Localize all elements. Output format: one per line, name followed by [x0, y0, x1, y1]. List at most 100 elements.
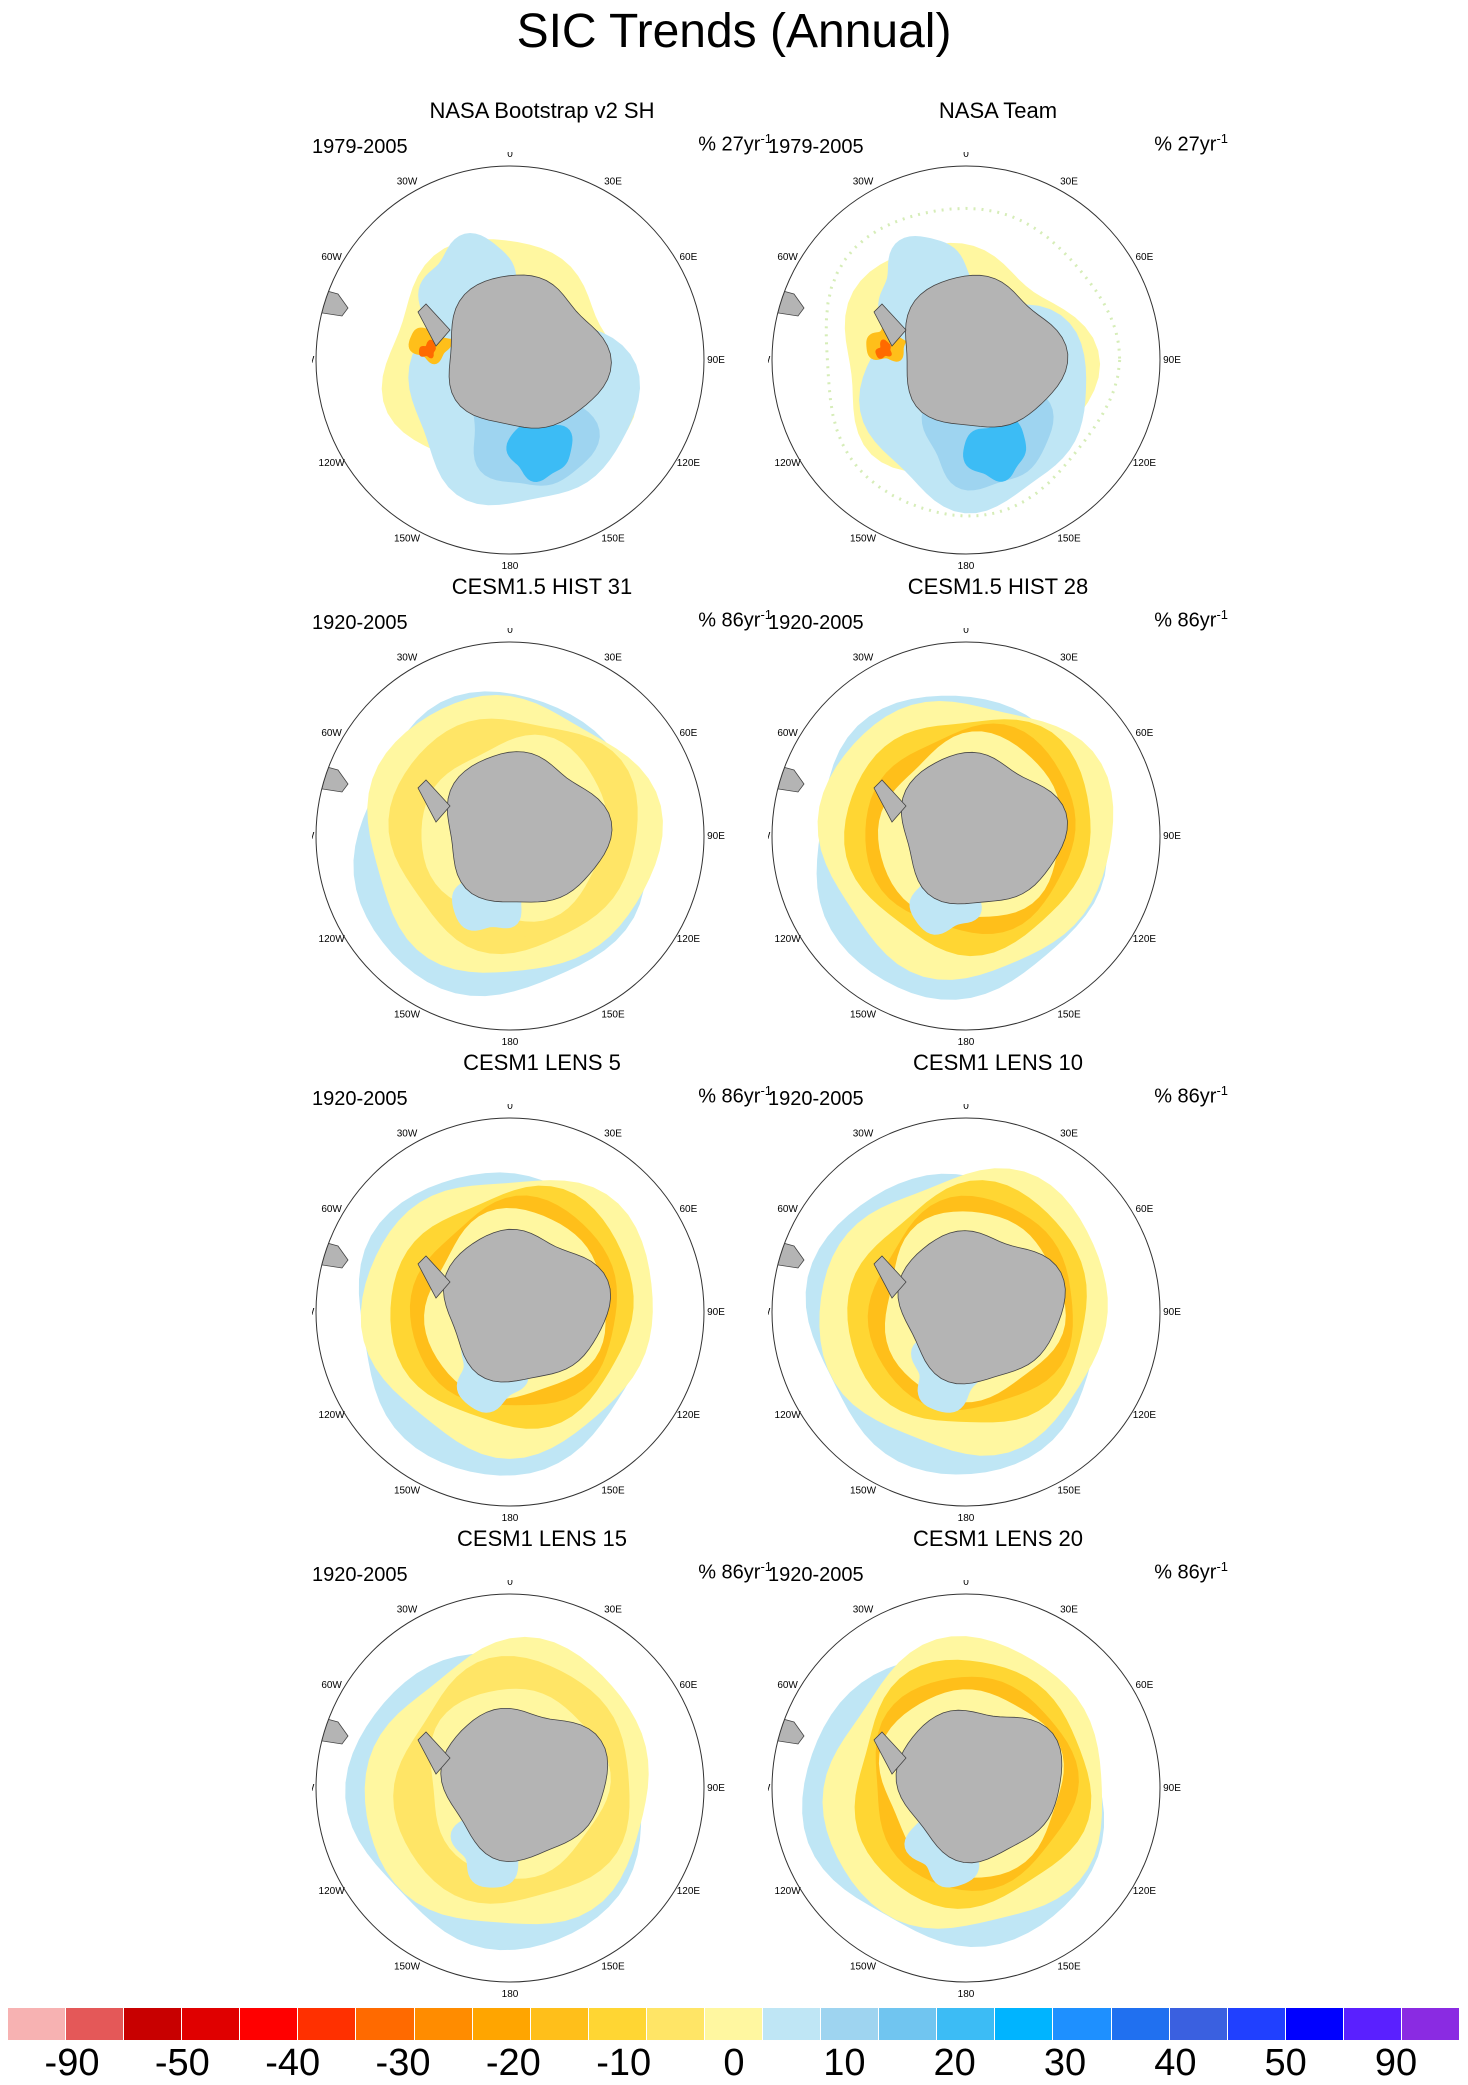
longitude-label: 30E — [604, 653, 622, 664]
colorbar-swatch — [821, 2008, 880, 2040]
longitude-label: 180 — [502, 561, 519, 572]
panel-unit: % 27yr-1 — [1154, 131, 1228, 156]
longitude-label: 180 — [502, 1037, 519, 1048]
map-panel: NASA Bootstrap v2 SH 1979-2005 % 27yr-1 0 30… — [312, 98, 772, 573]
polar-map: 0 30E 60E 90E 120E 150E 180 150W 120W 90W 60W 30W — [312, 628, 725, 1048]
longitude-label: 0 — [507, 1580, 513, 1588]
longitude-label: 150W — [394, 1961, 421, 1972]
longitude-label: 120W — [775, 934, 802, 945]
colorbar — [8, 2008, 1460, 2048]
longitude-label: 60W — [777, 1204, 798, 1215]
longitude-label: 0 — [963, 1580, 969, 1588]
longitude-label: 30W — [853, 177, 874, 188]
colorbar-tick-label: 50 — [1264, 2042, 1307, 2084]
figure-title: SIC Trends (Annual) — [516, 5, 952, 58]
longitude-label: 30E — [604, 1605, 622, 1616]
longitude-label: 60W — [321, 1680, 342, 1691]
longitude-label: 60W — [321, 252, 342, 263]
longitude-label: 30W — [853, 1605, 874, 1616]
longitude-label: 30W — [397, 653, 418, 664]
colorbar-tick-label: 20 — [933, 2042, 976, 2084]
colorbar-swatch — [414, 2008, 473, 2040]
longitude-label: 60E — [1136, 252, 1154, 263]
longitude-label: 60W — [777, 252, 798, 263]
longitude-label: 90W — [768, 1307, 771, 1318]
longitude-label: 120W — [319, 934, 346, 945]
colorbar-swatch — [8, 2008, 67, 2040]
longitude-label: 60E — [680, 1680, 698, 1691]
longitude-label: 180 — [502, 1513, 519, 1524]
longitude-label: 150E — [601, 1485, 625, 1496]
longitude-label: 60E — [1136, 728, 1154, 739]
longitude-label: 120E — [677, 1886, 701, 1897]
longitude-label: 150E — [1057, 1961, 1081, 1972]
sea-ice-field — [772, 206, 1122, 518]
colorbar-swatch — [1053, 2008, 1112, 2040]
longitude-label: 90E — [1163, 355, 1181, 366]
longitude-label: 150E — [601, 1961, 625, 1972]
longitude-label: 120E — [677, 458, 701, 469]
longitude-label: 60W — [777, 728, 798, 739]
longitude-label: 120W — [775, 1410, 802, 1421]
map-panel: CESM1 LENS 10 1920-2005 % 86yr-1 0 30E 60E 90E… — [768, 1050, 1228, 1525]
longitude-label: 30E — [1060, 653, 1078, 664]
longitude-label: 180 — [958, 1513, 975, 1524]
colorbar-swatch — [1285, 2008, 1344, 2040]
longitude-label: 120E — [1133, 1410, 1157, 1421]
colorbar-swatch — [1111, 2008, 1170, 2040]
panel-title: NASA Bootstrap v2 SH — [429, 98, 655, 123]
longitude-label: 30W — [397, 177, 418, 188]
panel-unit: % 27yr-1 — [698, 131, 772, 156]
longitude-label: 90W — [768, 1783, 771, 1794]
colorbar-tick-label: -90 — [44, 2042, 100, 2084]
colorbar-swatch — [66, 2008, 125, 2040]
longitude-label: 0 — [963, 1104, 969, 1112]
longitude-label: 90E — [707, 831, 725, 842]
panel-unit: % 86yr-1 — [698, 1083, 772, 1108]
panel-unit: % 86yr-1 — [698, 1559, 772, 1584]
colorbar-swatch — [530, 2008, 589, 2040]
sea-ice-field — [316, 233, 640, 506]
colorbar-swatch — [763, 2008, 822, 2040]
colorbar-swatch — [937, 2008, 996, 2040]
longitude-label: 90W — [768, 831, 771, 842]
colorbar-tick-label: 30 — [1043, 2042, 1087, 2084]
longitude-label: 120E — [677, 1410, 701, 1421]
map-panel: CESM1.5 HIST 28 1920-2005 % 86yr-1 0 30E 60E 9… — [768, 574, 1228, 1049]
longitude-label: 60E — [1136, 1204, 1154, 1215]
colorbar-tick-label: -40 — [265, 2042, 321, 2084]
longitude-label: 90E — [707, 1307, 725, 1318]
colorbar-tick-label: 0 — [723, 2042, 745, 2084]
panel-title: CESM1.5 HIST 28 — [907, 574, 1089, 599]
panel-period: 1920-2005 — [312, 1564, 408, 1586]
sea-ice-field — [772, 695, 1114, 1000]
panel-title: CESM1 LENS 20 — [913, 1526, 1083, 1551]
longitude-label: 120W — [319, 1886, 346, 1897]
colorbar-swatch — [879, 2008, 938, 2040]
polar-map: 0 30E 60E 90E 120E 150E 180 150W 120W 90W 60W 30W — [768, 1580, 1181, 2000]
colorbar-swatch — [1343, 2008, 1402, 2040]
panel-period: 1920-2005 — [768, 1088, 864, 1110]
panel-period: 1920-2005 — [312, 612, 408, 634]
polar-map: 0 30E 60E 90E 120E 150E 180 150W 120W 90W 60W 30W — [768, 628, 1181, 1048]
longitude-label: 180 — [502, 1989, 519, 2000]
longitude-label: 120E — [1133, 934, 1157, 945]
longitude-label: 90W — [312, 1307, 315, 1318]
longitude-label: 60W — [777, 1680, 798, 1691]
longitude-label: 150E — [601, 1009, 625, 1020]
longitude-label: 150E — [1057, 1009, 1081, 1020]
map-panel: CESM1 LENS 15 1920-2005 % 86yr-1 0 30E 60E 90E… — [312, 1526, 772, 2001]
longitude-label: 150E — [1057, 1485, 1081, 1496]
colorbar-swatch — [298, 2008, 357, 2040]
sea-ice-field — [316, 1636, 649, 1951]
colorbar-swatch — [1169, 2008, 1228, 2040]
colorbar-tick-label: 40 — [1154, 2042, 1197, 2084]
map-panel: CESM1 LENS 20 1920-2005 % 86yr-1 0 30E 60E 90E… — [768, 1526, 1228, 2001]
panel-title: NASA Team — [938, 98, 1058, 123]
panel-title: CESM1.5 HIST 31 — [451, 574, 633, 599]
longitude-label: 0 — [963, 628, 969, 636]
longitude-label: 150W — [850, 533, 877, 544]
longitude-label: 120E — [677, 934, 701, 945]
longitude-label: 60E — [680, 1204, 698, 1215]
colorbar-tick-label: -50 — [154, 2042, 210, 2084]
